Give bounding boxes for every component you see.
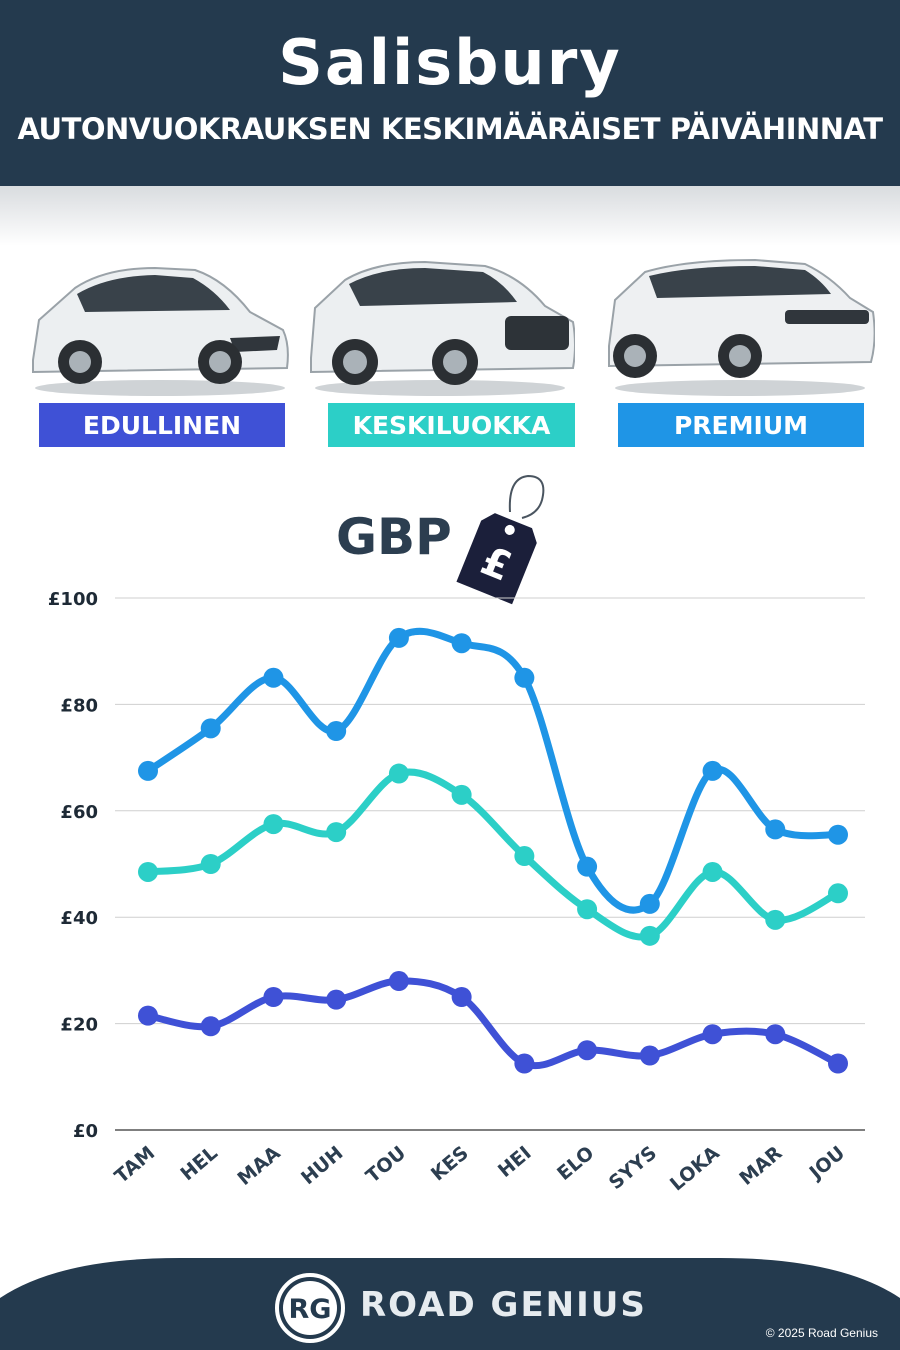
data-point-keskiluokka: [326, 822, 347, 843]
data-point-keskiluokka: [514, 846, 535, 867]
data-point-keskiluokka: [263, 814, 284, 835]
data-point-premium: [138, 760, 158, 781]
data-point-premium: [514, 667, 535, 688]
y-tick-label: £60: [60, 802, 98, 823]
data-point-keskiluokka: [138, 861, 158, 882]
data-point-premium: [263, 667, 284, 688]
data-point-premium: [451, 633, 472, 654]
x-tick-label: HUH: [297, 1142, 347, 1189]
x-tick-label: JOU: [804, 1142, 849, 1185]
data-point-edullinen: [765, 1024, 786, 1045]
badge-premium: PREMIUM: [618, 403, 864, 447]
data-point-keskiluokka: [388, 763, 409, 784]
x-tick-label: LOKA: [666, 1142, 724, 1196]
copyright-text: © 2025 Road Genius: [765, 1326, 878, 1340]
data-point-edullinen: [828, 1053, 848, 1074]
data-point-edullinen: [639, 1045, 660, 1066]
page-title: Salisbury: [278, 26, 622, 99]
series-line-keskiluokka: [144, 768, 842, 941]
price-tag-pound-icon: £: [456, 474, 545, 605]
x-tick-label: HEI: [494, 1142, 536, 1182]
y-tick-label: £20: [60, 1015, 98, 1036]
data-point-keskiluokka: [828, 883, 848, 904]
premium-suv-car-image: [608, 258, 875, 396]
badge-keskiluokka: KESKILUOKKA: [328, 403, 575, 447]
data-point-keskiluokka: [765, 909, 786, 930]
data-point-premium: [765, 819, 786, 840]
data-point-premium: [828, 824, 848, 845]
data-point-premium: [388, 627, 409, 648]
x-tick-label: MAA: [234, 1142, 285, 1190]
currency-label: GBP: [336, 508, 452, 566]
data-point-edullinen: [200, 1016, 221, 1037]
badge-edullinen: EDULLINEN: [39, 403, 285, 447]
data-point-premium: [577, 856, 598, 877]
data-point-premium: [702, 760, 723, 781]
data-point-keskiluokka: [451, 784, 472, 805]
data-point-edullinen: [577, 1040, 598, 1061]
brand-name: ROAD GENIUS: [360, 1285, 647, 1325]
x-tick-label: ELO: [553, 1142, 598, 1185]
data-point-keskiluokka: [639, 925, 660, 946]
footer-band: [0, 1258, 900, 1350]
data-point-edullinen: [514, 1053, 535, 1074]
data-point-keskiluokka: [702, 861, 723, 882]
header-shadow: [0, 186, 900, 246]
x-tick-label: MAR: [735, 1142, 786, 1190]
data-point-keskiluokka: [200, 854, 221, 874]
data-point-premium: [639, 893, 660, 914]
y-tick-label: £40: [60, 908, 98, 929]
y-tick-label: £100: [48, 589, 98, 610]
x-tick-label: SYYS: [605, 1142, 661, 1194]
data-point-keskiluokka: [577, 899, 598, 920]
data-point-edullinen: [702, 1024, 723, 1045]
hatchback-car-image: [32, 266, 289, 396]
x-tick-label: TOU: [362, 1142, 410, 1187]
line-chart: £0 £20 £40 £60 £80 £100 TAM HEL MAA HUH TOU KES HEI E…: [48, 589, 865, 1196]
series-line-premium: [144, 627, 842, 914]
data-point-edullinen: [138, 1005, 158, 1026]
x-tick-label: TAM: [111, 1142, 160, 1188]
data-point-premium: [200, 718, 221, 739]
x-tick-label: HEL: [176, 1142, 222, 1185]
y-tick-label: £80: [60, 695, 98, 716]
data-point-edullinen: [451, 987, 472, 1007]
header-banner: Salisbury AUTONVUOKRAUKSEN KESKIMÄÄRÄISE…: [0, 0, 900, 186]
road-genius-logo: RG: [275, 1273, 345, 1343]
data-point-edullinen: [326, 989, 347, 1010]
data-point-edullinen: [263, 987, 284, 1007]
page-subtitle: AUTONVUOKRAUKSEN KESKIMÄÄRÄISET PÄIVÄHIN…: [17, 112, 883, 146]
y-tick-label: £0: [73, 1121, 98, 1142]
x-tick-label: KES: [427, 1142, 473, 1185]
data-point-premium: [326, 721, 347, 741]
svg-text:RG: RG: [289, 1294, 332, 1325]
suv-car-image: [310, 260, 575, 396]
data-point-edullinen: [388, 971, 409, 992]
